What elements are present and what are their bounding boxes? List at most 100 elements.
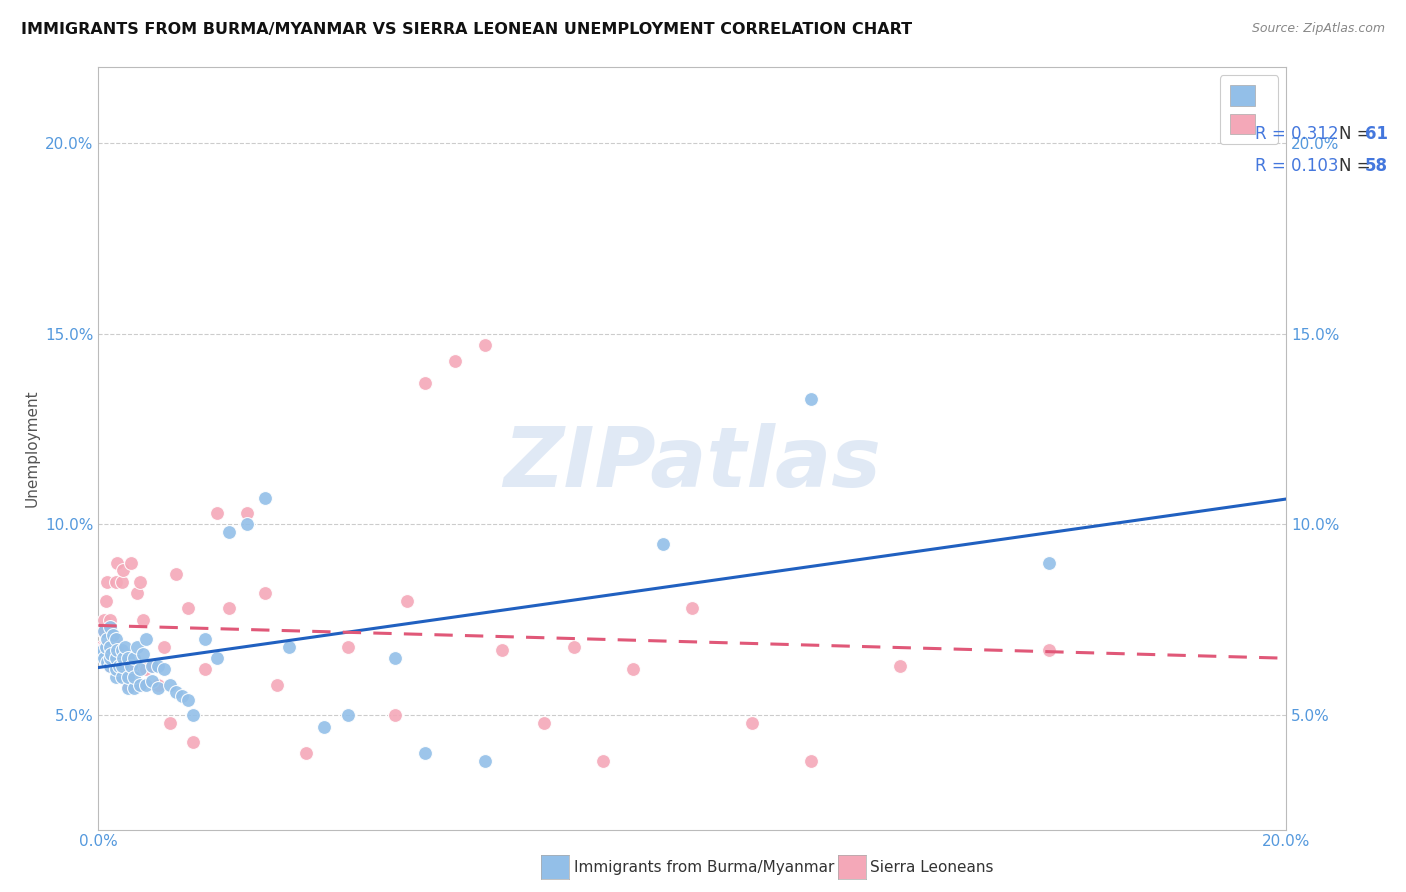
Point bbox=[105, 574, 128, 589]
Point bbox=[236, 517, 259, 532]
Point bbox=[413, 376, 436, 391]
Point bbox=[205, 506, 228, 520]
Text: R = 0.103: R = 0.103 bbox=[1256, 157, 1339, 175]
Point bbox=[266, 678, 288, 692]
Text: IMMIGRANTS FROM BURMA/MYANMAR VS SIERRA LEONEAN UNEMPLOYMENT CORRELATION CHART: IMMIGRANTS FROM BURMA/MYANMAR VS SIERRA … bbox=[21, 22, 912, 37]
Point bbox=[112, 651, 135, 665]
Point bbox=[205, 651, 228, 665]
Point bbox=[194, 662, 217, 676]
Point bbox=[800, 754, 823, 768]
Point bbox=[141, 658, 163, 673]
Point bbox=[146, 658, 169, 673]
Point bbox=[800, 392, 823, 406]
Point bbox=[336, 640, 359, 654]
Point bbox=[474, 754, 496, 768]
Point bbox=[103, 628, 125, 642]
Point bbox=[253, 491, 276, 505]
Point bbox=[96, 655, 118, 669]
Point bbox=[90, 640, 112, 654]
Point bbox=[114, 640, 136, 654]
Point bbox=[117, 681, 139, 696]
Point bbox=[491, 643, 513, 657]
Point bbox=[314, 720, 336, 734]
Point bbox=[111, 574, 134, 589]
Point bbox=[135, 632, 157, 646]
Point bbox=[120, 658, 142, 673]
Point bbox=[236, 506, 259, 520]
Text: 61: 61 bbox=[1365, 125, 1388, 143]
Point bbox=[117, 662, 139, 676]
Point bbox=[443, 353, 465, 368]
Point bbox=[91, 643, 114, 657]
Point bbox=[218, 525, 240, 540]
Point bbox=[741, 715, 763, 730]
Point bbox=[93, 651, 115, 665]
Point bbox=[94, 594, 117, 608]
Point bbox=[135, 662, 157, 676]
Point bbox=[98, 658, 121, 673]
Point bbox=[112, 563, 135, 577]
Point bbox=[413, 746, 436, 760]
Point bbox=[93, 640, 115, 654]
Point bbox=[218, 601, 240, 615]
Point bbox=[159, 678, 181, 692]
Point bbox=[183, 735, 205, 749]
Point bbox=[111, 643, 134, 657]
Point bbox=[592, 754, 614, 768]
Text: ZIPatlas: ZIPatlas bbox=[503, 423, 882, 504]
Text: Sierra Leoneans: Sierra Leoneans bbox=[870, 860, 994, 874]
Point bbox=[176, 693, 198, 707]
Point bbox=[94, 640, 117, 654]
Point bbox=[122, 670, 145, 684]
Point bbox=[107, 556, 129, 570]
Point bbox=[277, 640, 299, 654]
Point bbox=[194, 632, 217, 646]
Point bbox=[146, 678, 169, 692]
Point bbox=[183, 708, 205, 723]
Point bbox=[96, 632, 118, 646]
Point bbox=[681, 601, 703, 615]
Point bbox=[146, 681, 169, 696]
Point bbox=[98, 651, 121, 665]
Point bbox=[120, 556, 142, 570]
Point bbox=[111, 651, 134, 665]
Point bbox=[103, 632, 125, 646]
Point bbox=[1038, 556, 1060, 570]
Point bbox=[384, 708, 406, 723]
Point bbox=[105, 643, 128, 657]
Point bbox=[474, 338, 496, 352]
Point bbox=[98, 613, 121, 627]
Point bbox=[98, 640, 121, 654]
Legend: , : , bbox=[1220, 75, 1278, 145]
Text: Source: ZipAtlas.com: Source: ZipAtlas.com bbox=[1251, 22, 1385, 36]
Point bbox=[125, 640, 148, 654]
Text: R = 0.312: R = 0.312 bbox=[1256, 125, 1339, 143]
Point bbox=[159, 715, 181, 730]
Point bbox=[98, 640, 121, 654]
Point bbox=[91, 624, 114, 639]
Y-axis label: Unemployment: Unemployment bbox=[25, 390, 39, 507]
Point bbox=[122, 678, 145, 692]
Point bbox=[152, 640, 174, 654]
Point bbox=[129, 678, 152, 692]
Point bbox=[141, 673, 163, 688]
Point bbox=[533, 715, 555, 730]
Point bbox=[111, 670, 134, 684]
Point bbox=[111, 658, 134, 673]
Point bbox=[132, 613, 155, 627]
Point bbox=[93, 624, 115, 639]
Point bbox=[117, 651, 139, 665]
Point bbox=[108, 658, 131, 673]
Point bbox=[117, 670, 139, 684]
Point bbox=[396, 594, 419, 608]
Point bbox=[122, 681, 145, 696]
Text: N =: N = bbox=[1340, 157, 1376, 175]
Point bbox=[651, 536, 673, 550]
Point bbox=[117, 678, 139, 692]
Point bbox=[889, 658, 911, 673]
Point bbox=[96, 574, 118, 589]
Text: 58: 58 bbox=[1365, 157, 1388, 175]
Point bbox=[621, 662, 644, 676]
Point bbox=[105, 670, 128, 684]
Point bbox=[384, 651, 406, 665]
